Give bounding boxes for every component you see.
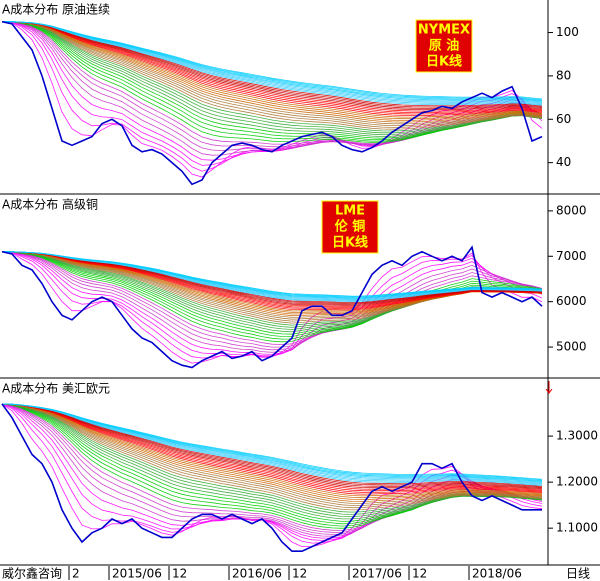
panel-title: A成本分布 美汇欧元 — [2, 382, 110, 396]
cost-line — [1, 251, 543, 351]
cost-line — [1, 403, 543, 502]
cost-line — [1, 21, 543, 126]
cost-line — [1, 21, 543, 113]
cost-line — [1, 403, 543, 499]
cost-line — [2, 21, 543, 100]
cost-line — [1, 251, 543, 343]
cost-line — [1, 403, 543, 493]
x-tick-label: 2016/06 — [232, 567, 282, 581]
cost-line — [1, 251, 543, 297]
cost-line — [1, 403, 543, 495]
cost-line — [1, 251, 543, 345]
footer-right: 日线 — [566, 567, 590, 581]
cost-line — [1, 403, 543, 497]
plot-area — [1, 20, 543, 186]
cost-line — [1, 251, 543, 355]
cost-line — [1, 251, 543, 353]
cost-line — [1, 251, 543, 340]
cost-line — [1, 403, 543, 504]
x-tick-label: 12 — [292, 567, 307, 581]
cost-line — [1, 403, 543, 485]
cost-line — [1, 21, 543, 130]
badge-text: 原 油 — [429, 38, 460, 54]
cost-line — [1, 21, 543, 111]
x-tick-label: 2018/06 — [472, 567, 522, 581]
cost-line — [1, 403, 543, 506]
footer-left: 威尔鑫咨询 — [2, 566, 62, 581]
cost-line — [1, 403, 543, 487]
cost-line — [1, 21, 543, 108]
y-tick-label: 7000 — [556, 249, 587, 263]
price-line — [1, 20, 543, 186]
x-tick-label: 12 — [412, 567, 427, 581]
y-tick-label: 100 — [556, 25, 579, 39]
cost-line — [1, 403, 543, 484]
cost-line — [1, 403, 543, 485]
cost-line — [1, 403, 543, 492]
cost-line — [1, 403, 543, 501]
cost-line — [1, 403, 543, 490]
plot-area — [1, 245, 543, 369]
cost-line — [1, 21, 543, 128]
cost-line — [1, 21, 543, 121]
marker-arrow — [545, 381, 553, 394]
cost-line — [1, 21, 543, 125]
y-tick-label: 1.2000 — [556, 475, 598, 489]
cost-line — [1, 403, 543, 488]
cost-line — [1, 21, 543, 117]
cost-line — [1, 21, 543, 120]
cost-line — [1, 21, 543, 118]
cost-line — [1, 403, 543, 544]
cost-line — [1, 403, 543, 547]
y-tick-label: 40 — [556, 155, 571, 169]
y-tick-label: 1.3000 — [556, 429, 598, 443]
badge-text: LME — [335, 204, 365, 219]
y-tick-label: 1.1000 — [556, 521, 598, 535]
cost-line — [1, 251, 543, 348]
price-line — [1, 245, 543, 369]
badge-text: NYMEX — [418, 23, 470, 38]
cost-line — [1, 21, 543, 112]
panel-title: A成本分布 原油连续 — [2, 2, 110, 17]
badge-text: 日K线 — [426, 54, 462, 70]
cost-line — [1, 21, 543, 134]
y-tick-label: 80 — [556, 68, 571, 82]
y-tick-label: 5000 — [556, 340, 587, 354]
badge-box — [321, 200, 379, 254]
x-tick-label: 2 — [72, 567, 80, 581]
cost-line — [1, 21, 543, 132]
cost-line — [1, 403, 543, 489]
badge-box — [415, 19, 473, 73]
y-tick-label: 8000 — [556, 203, 587, 217]
panel-title: A成本分布 高级铜 — [2, 197, 98, 212]
cost-line — [1, 21, 543, 123]
cost-line — [1, 403, 543, 511]
y-tick-label: 6000 — [556, 294, 587, 308]
cost-line — [1, 21, 543, 107]
cost-line — [1, 21, 543, 136]
badge-text: 伦 铜 — [335, 219, 366, 235]
cost-line — [1, 21, 543, 137]
cost-line — [2, 21, 543, 105]
y-tick-label: 60 — [556, 112, 571, 126]
badge-text: 日K线 — [332, 235, 368, 251]
cost-line — [1, 403, 543, 513]
cost-line — [1, 403, 543, 486]
cost-line — [1, 403, 543, 509]
cost-line — [1, 21, 543, 115]
x-tick-label: 12 — [172, 567, 187, 581]
x-tick-label: 2015/06 — [112, 567, 162, 581]
cost-line — [1, 403, 543, 480]
x-tick-label: 2017/06 — [352, 567, 402, 581]
cost-line — [1, 403, 543, 491]
price-line — [1, 403, 542, 552]
plot-area — [1, 403, 543, 552]
